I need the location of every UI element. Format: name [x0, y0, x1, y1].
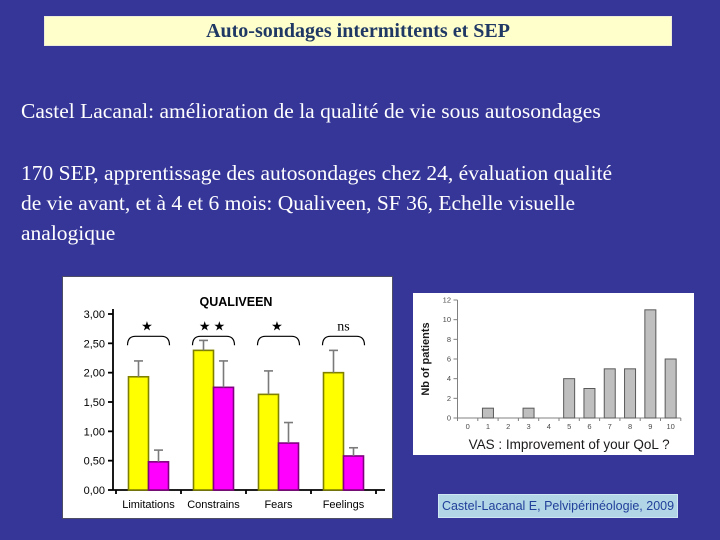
qualiveen-ytick: 1,50 [84, 397, 105, 409]
citation-text: Castel-Lacanal E, Pelvipérinéologie, 200… [441, 499, 675, 513]
qualiveen-category-label: Fears [264, 499, 293, 511]
vas-xtick: 7 [608, 422, 612, 431]
vas-xtick: 3 [526, 422, 530, 431]
significance-marker-feelings: ns [337, 319, 349, 334]
vas-bar-1 [481, 407, 494, 419]
vas-xtick: 2 [506, 422, 510, 431]
vas-chart-panel: 0 2 4 6 8 10 12 0 1 2 3 4 5 6 7 8 9 10 Nb of patients VAS :… [413, 293, 694, 455]
qualiveen-chart-panel: QUALIVEEN 0,00 0,50 1,00 1,50 2,00 2,50 3,00 ★ Li… [62, 276, 393, 519]
significance-bracket [321, 335, 366, 346]
significance-marker-constrains: ★★ [199, 318, 228, 333]
vas-bar-6 [583, 388, 596, 419]
vas-ytick: 2 [447, 394, 451, 403]
qualiveen-ytick: 3,00 [84, 309, 105, 321]
vas-ytick: 0 [447, 414, 451, 423]
vas-bar-10 [664, 358, 677, 419]
vas-ytick: 12 [443, 296, 451, 305]
significance-bracket [191, 335, 236, 346]
qualiveen-yellow-bar-fears [257, 393, 280, 491]
vas-ytick: 8 [447, 335, 451, 344]
vas-xtick: 0 [466, 422, 470, 431]
qualiveen-ytick: 1,00 [84, 426, 105, 438]
vas-xtick: 4 [547, 422, 551, 431]
qualiveen-magenta-bar-feelings [342, 455, 365, 491]
qualiveen-magenta-bar-fears [277, 442, 300, 491]
qualiveen-magenta-bar-limitations [147, 461, 170, 491]
vas-bar-3 [522, 407, 535, 419]
significance-bracket [256, 335, 301, 346]
significance-marker-limitations: ★ [141, 318, 156, 333]
vas-ytick: 10 [443, 315, 451, 324]
slide-title: Auto-sondages intermittents et SEP [206, 19, 510, 42]
qualiveen-ytick: 0,50 [84, 456, 105, 468]
significance-marker-fears: ★ [271, 318, 286, 333]
vas-xtick: 1 [486, 422, 490, 431]
vas-xtick: 10 [666, 422, 674, 431]
qualiveen-category-label: Limitations [122, 499, 175, 511]
qualiveen-category-label: Constrains [187, 499, 240, 511]
qualiveen-magenta-bar-constrains [212, 386, 235, 491]
title-banner: Auto-sondages intermittents et SEP [44, 16, 672, 46]
vas-ytick: 4 [447, 374, 451, 383]
qualiveen-bar-chart: QUALIVEEN 0,00 0,50 1,00 1,50 2,00 2,50 3,00 ★ Li… [84, 295, 385, 511]
body-paragraph: 170 SEP, apprentissage des autosondages … [21, 161, 613, 245]
vas-ytick: 6 [447, 355, 451, 364]
qualiveen-category-label: Feelings [323, 499, 365, 511]
qualiveen-ytick: 2,50 [84, 338, 105, 350]
vas-y-axis-label: Nb of patients [420, 322, 432, 395]
citation-box: Castel-Lacanal E, Pelvipérinéologie, 200… [438, 494, 678, 518]
vas-x-axis-label: VAS : Improvement of your QoL ? [469, 437, 670, 452]
body-line-1: Castel Lacanal: amélioration de la quali… [21, 99, 601, 123]
qualiveen-ytick: 2,00 [84, 368, 105, 380]
vas-bar-7 [603, 368, 616, 419]
vas-bar-8 [624, 368, 637, 419]
vas-bar-9 [644, 309, 657, 419]
qualiveen-yellow-bar-limitations [127, 375, 150, 491]
vas-xtick: 6 [587, 422, 591, 431]
qualiveen-yellow-bar-constrains [192, 349, 215, 491]
body-text-block: Castel Lacanal: amélioration de la quali… [21, 96, 711, 248]
vas-xtick: 5 [567, 422, 571, 431]
vas-xtick: 9 [648, 422, 652, 431]
qualiveen-title: QUALIVEEN [200, 295, 273, 309]
vas-xtick: 8 [628, 422, 632, 431]
qualiveen-yellow-bar-feelings [322, 371, 345, 491]
vas-bar-5 [563, 378, 576, 419]
qualiveen-ytick: 0,00 [84, 485, 105, 497]
significance-bracket [126, 335, 171, 346]
